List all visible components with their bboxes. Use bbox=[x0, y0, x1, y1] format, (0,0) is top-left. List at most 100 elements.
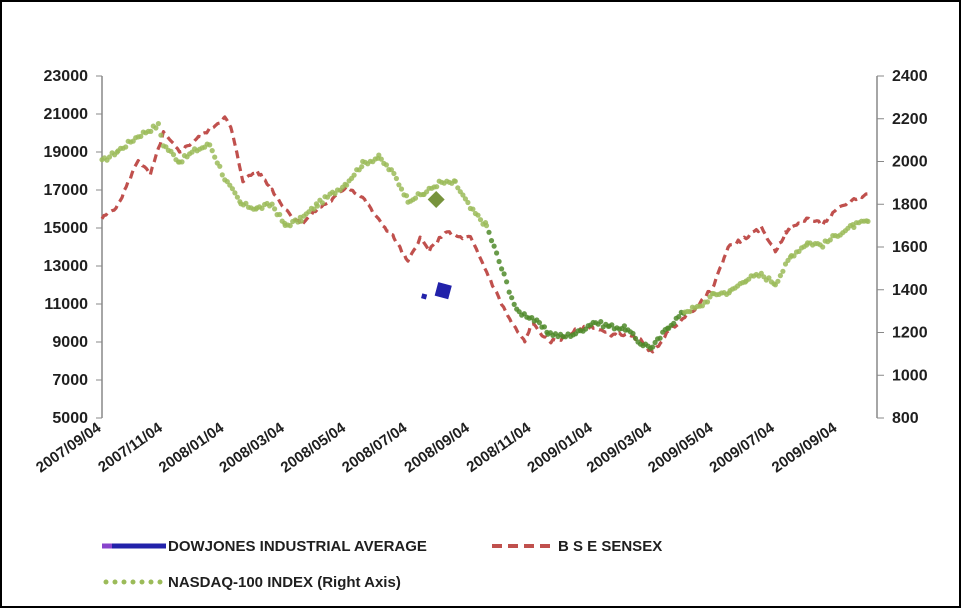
nasdaq-point bbox=[791, 253, 797, 259]
nasdaq-point bbox=[488, 238, 495, 244]
x-tick-label: 2008/11/04 bbox=[464, 419, 535, 476]
nasdaq-point bbox=[460, 192, 466, 198]
nasdaq-point bbox=[704, 299, 711, 305]
nasdaq-point bbox=[259, 205, 265, 211]
left-y-tick-label: 7000 bbox=[52, 372, 88, 389]
nasdaq-point bbox=[434, 184, 440, 190]
nasdaq-point bbox=[393, 175, 399, 182]
legend-swatch-dot bbox=[103, 579, 109, 585]
right-y-tick-label: 1400 bbox=[892, 282, 928, 299]
nasdaq-point bbox=[477, 217, 484, 223]
x-tick-label: 2007/09/04 bbox=[33, 419, 105, 476]
nasdaq-point bbox=[851, 224, 857, 230]
nasdaq-point bbox=[396, 182, 402, 188]
nasdaq-point bbox=[209, 148, 215, 154]
nasdaq-point bbox=[775, 278, 781, 284]
left-y-tick-label: 13000 bbox=[44, 258, 89, 275]
nasdaq-point bbox=[501, 271, 507, 277]
nasdaq-point bbox=[412, 195, 419, 201]
legend-swatch-dot bbox=[139, 579, 145, 585]
nasdaq-point bbox=[106, 154, 113, 160]
nasdaq-point bbox=[153, 125, 159, 131]
series-2 bbox=[99, 121, 871, 351]
nasdaq-point bbox=[470, 206, 476, 212]
nasdaq-point bbox=[657, 335, 663, 341]
nasdaq-point bbox=[827, 237, 833, 243]
nasdaq-point bbox=[155, 121, 161, 127]
nasdaq-point bbox=[777, 273, 784, 279]
nasdaq-point bbox=[234, 194, 240, 200]
sensex-line bbox=[100, 115, 869, 354]
nasdaq-point bbox=[229, 186, 235, 192]
nasdaq-point bbox=[277, 211, 283, 218]
series-0 bbox=[421, 282, 452, 300]
nasdaq-point bbox=[598, 319, 604, 325]
nasdaq-point bbox=[486, 229, 492, 235]
series-1 bbox=[100, 115, 869, 354]
nasdaq-point bbox=[243, 200, 249, 206]
nasdaq-point bbox=[687, 308, 693, 315]
nasdaq-point bbox=[820, 244, 826, 250]
left-y-tick-label: 11000 bbox=[44, 296, 88, 313]
nasdaq-point bbox=[465, 199, 471, 206]
nasdaq-point bbox=[148, 128, 154, 134]
nasdaq-point bbox=[499, 266, 505, 272]
nasdaq-point bbox=[494, 250, 500, 256]
nasdaq-point bbox=[496, 258, 502, 265]
nasdaq-point bbox=[287, 223, 293, 229]
x-tick-label: 2008/05/04 bbox=[278, 419, 350, 476]
nasdaq-point bbox=[609, 322, 615, 328]
x-tick-label: 2009/01/04 bbox=[524, 419, 596, 476]
nasdaq-point bbox=[138, 133, 144, 139]
nasdaq-point bbox=[311, 206, 317, 212]
legend-swatch-dot bbox=[157, 579, 163, 585]
legend-item-2: NASDAQ-100 INDEX (Right Axis) bbox=[103, 574, 401, 591]
nasdaq-point bbox=[212, 154, 218, 160]
nasdaq-point bbox=[536, 320, 543, 326]
nasdaq-point bbox=[351, 172, 357, 178]
dowjones-marker bbox=[434, 282, 452, 300]
nasdaq-point bbox=[359, 164, 365, 170]
legend-label: B S E SENSEX bbox=[558, 538, 662, 555]
x-tick-label: 2008/07/04 bbox=[339, 419, 411, 476]
right-y-tick-label: 2000 bbox=[892, 154, 928, 171]
left-y-tick-label: 17000 bbox=[44, 182, 89, 199]
nasdaq-point bbox=[780, 268, 786, 274]
nasdaq-point bbox=[630, 330, 636, 337]
dowjones-marker bbox=[421, 293, 428, 300]
nasdaq-point bbox=[319, 200, 325, 206]
nasdaq-point bbox=[403, 193, 410, 199]
nasdaq-point bbox=[391, 170, 397, 177]
nasdaq-point bbox=[541, 324, 548, 330]
legend-swatch-dot bbox=[148, 579, 154, 585]
nasdaq-point bbox=[475, 212, 481, 218]
x-tick-label: 2009/05/04 bbox=[645, 419, 717, 476]
nasdaq-point bbox=[207, 142, 213, 148]
nasdaq-point bbox=[491, 243, 497, 249]
x-tick-label: 2008/03/04 bbox=[216, 419, 288, 476]
left-y-tick-label: 5000 bbox=[52, 410, 88, 427]
x-tick-label: 2007/11/04 bbox=[95, 419, 166, 476]
series-layer bbox=[99, 115, 871, 354]
nasdaq-point bbox=[170, 152, 177, 158]
nasdaq-point bbox=[344, 182, 350, 188]
x-tick-label: 2008/09/04 bbox=[401, 419, 473, 476]
left-y-tick-label: 9000 bbox=[52, 334, 88, 351]
legend-label: NASDAQ-100 INDEX (Right Axis) bbox=[168, 574, 401, 591]
right-y-tick-label: 1000 bbox=[892, 367, 928, 384]
legend-item-1: B S E SENSEX bbox=[492, 538, 662, 555]
left-y-tick-label: 21000 bbox=[44, 106, 89, 123]
legend-swatch-dot bbox=[112, 579, 118, 585]
right-y-axis: 2400 2200 2000 1800 1600 1400 1200 1000 800 bbox=[876, 68, 928, 427]
nasdaq-point bbox=[511, 301, 517, 307]
nasdaq-point bbox=[621, 323, 628, 329]
x-tick-label: 2009/09/04 bbox=[769, 419, 841, 476]
nasdaq-point bbox=[123, 144, 129, 150]
nasdaq-point bbox=[671, 320, 677, 326]
nasdaq-point bbox=[219, 172, 225, 178]
legend-swatch-dot bbox=[130, 579, 136, 585]
nasdaq-point bbox=[298, 218, 304, 224]
nasdaq-point bbox=[483, 223, 490, 229]
